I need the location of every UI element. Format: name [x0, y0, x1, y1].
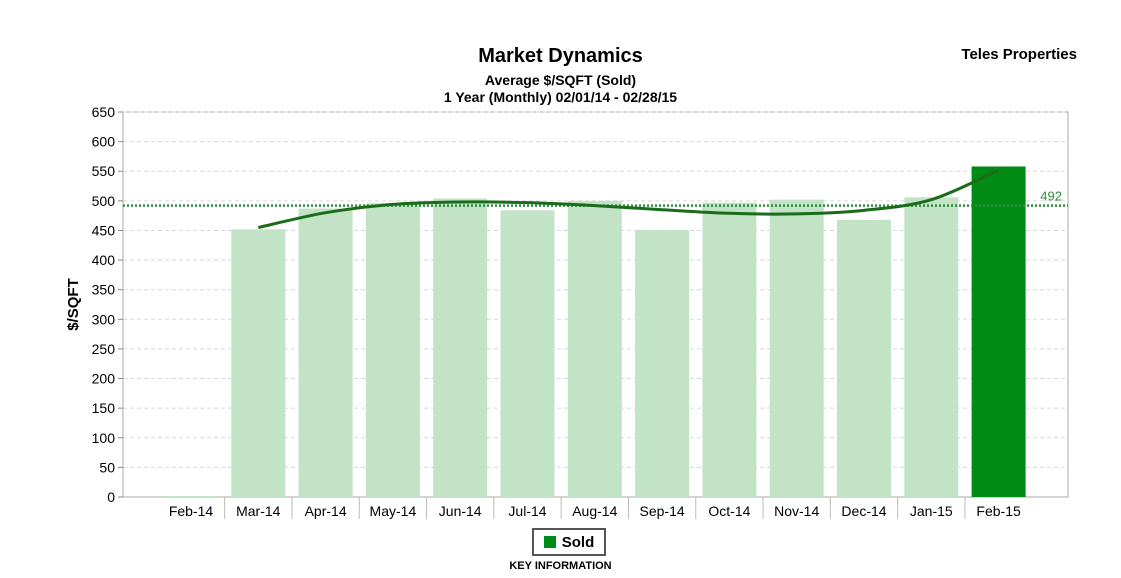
x-tick-label: Mar-14	[236, 503, 281, 519]
legend[interactable]: Sold	[532, 528, 606, 556]
y-tick-label: 0	[107, 489, 115, 505]
bar-oct-14	[702, 202, 757, 497]
bar-jun-14	[433, 198, 488, 497]
bar-dec-14	[837, 219, 891, 498]
x-tick-label: Jul-14	[508, 503, 546, 519]
y-tick-label: 50	[99, 459, 115, 475]
x-tick-label: Jan-15	[910, 503, 953, 519]
x-tick-label: Jun-14	[439, 503, 482, 519]
bar-jan-15	[904, 197, 959, 498]
chart-subtitle: Average $/SQFT (Sold)	[484, 72, 637, 88]
trend-line	[257, 168, 1000, 229]
x-tick-label: Apr-14	[305, 503, 347, 519]
chart-date-range: 1 Year (Monthly) 02/01/14 - 02/28/15	[443, 89, 678, 105]
y-tick-label: 400	[92, 252, 116, 268]
x-tick-label: Aug-14	[572, 503, 617, 519]
bar-jul-14	[500, 210, 555, 498]
x-tick-label: Sep-14	[640, 503, 685, 519]
bar-aug-14	[567, 200, 622, 497]
x-tick-label: Feb-14	[169, 503, 214, 519]
y-tick-label: 550	[92, 163, 116, 179]
y-tick-label: 150	[92, 400, 116, 416]
bar-apr-14	[298, 208, 353, 498]
bar-sep-14	[635, 229, 690, 497]
y-tick-label: 500	[92, 193, 116, 209]
x-tick-label: Dec-14	[841, 503, 886, 519]
y-tick-label: 650	[92, 104, 116, 120]
y-tick-label: 300	[92, 311, 116, 327]
y-tick-label: 250	[92, 341, 116, 357]
x-tick-label: Feb-15	[976, 503, 1021, 519]
y-tick-label: 200	[92, 371, 116, 387]
y-tick-label: 350	[92, 282, 116, 298]
brand-name: Teles Properties	[961, 46, 1077, 63]
legend-swatch-sold	[543, 536, 556, 548]
legend-label-sold: Sold	[561, 533, 595, 551]
x-tick-label: May-14	[370, 503, 417, 519]
bar-mar-14	[231, 229, 286, 497]
y-tick-label: 450	[92, 222, 116, 238]
y-tick-label: 600	[92, 134, 116, 150]
chart-title: Market Dynamics	[478, 45, 643, 67]
x-tick-label: Oct-14	[708, 503, 750, 519]
bar-feb-15	[971, 166, 1026, 497]
bar-may-14	[365, 203, 420, 497]
average-line-label: 492	[1040, 189, 1062, 204]
bar-feb-14	[164, 496, 218, 497]
x-tick-label: Nov-14	[774, 503, 819, 519]
y-axis-label: $/SQFT	[65, 278, 82, 331]
y-tick-label: 100	[92, 430, 116, 446]
legend-caption: KEY INFORMATION	[509, 560, 612, 572]
bar-nov-14	[769, 199, 824, 497]
